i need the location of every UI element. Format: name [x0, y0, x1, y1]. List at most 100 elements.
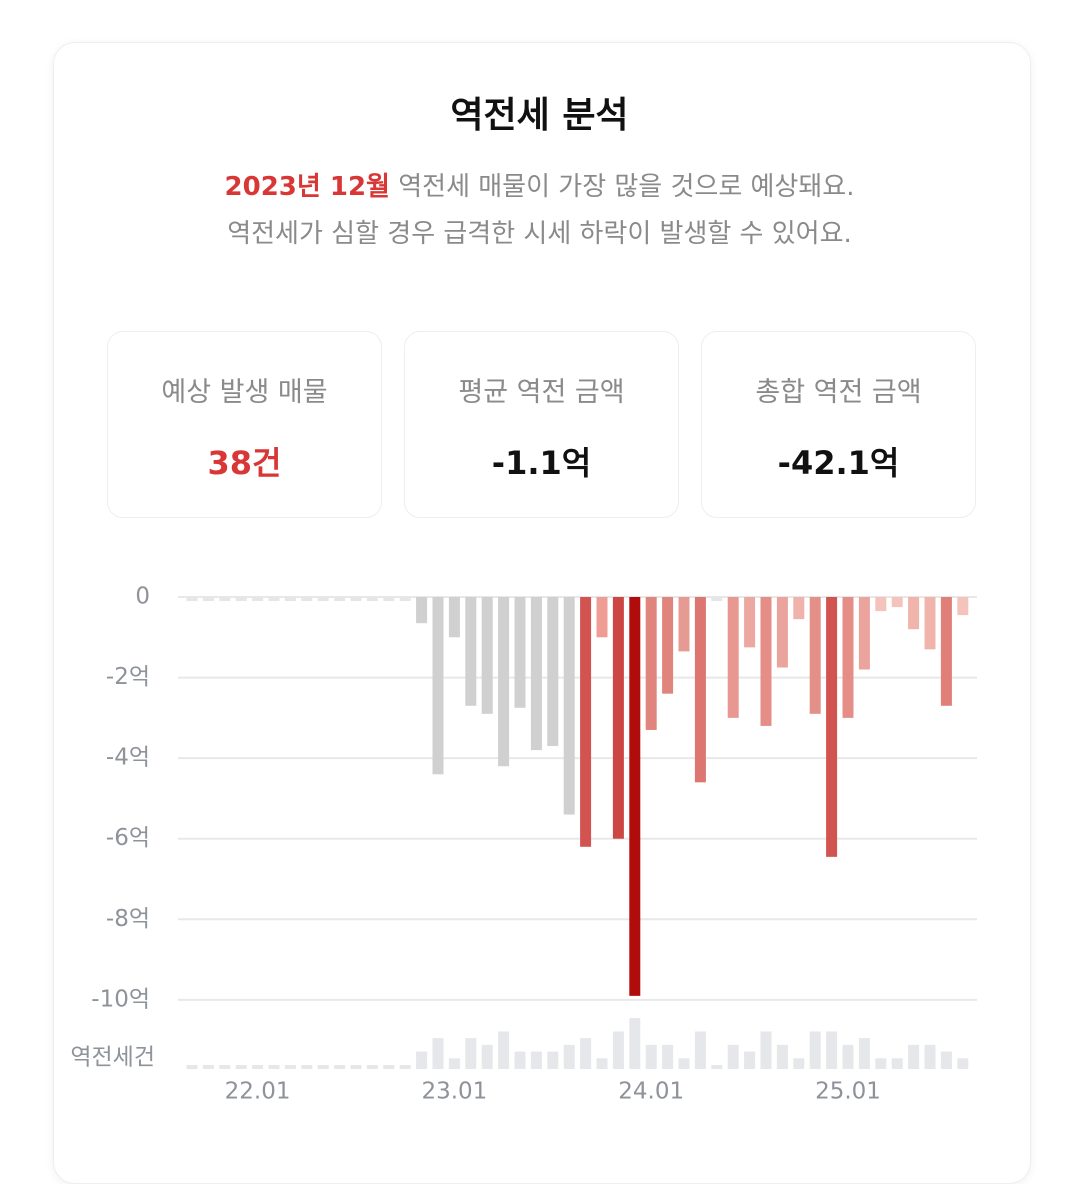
count-bar [334, 1065, 346, 1069]
count-bar [891, 1058, 903, 1069]
bar [465, 597, 477, 706]
bar [875, 597, 887, 612]
bar [432, 597, 444, 775]
count-bar [809, 1031, 821, 1069]
count-bar [744, 1051, 756, 1069]
count-bar [580, 1038, 592, 1069]
bar [530, 597, 542, 751]
subtitle-line2: 역전세가 심할 경우 급격한 시세 하락이 발생할 수 있어요. [227, 219, 852, 249]
count-bar [727, 1044, 739, 1069]
stat-label: 평균 역전 금액 [458, 377, 625, 408]
bar [334, 597, 346, 602]
y-tick-label: -4억 [106, 745, 150, 771]
x-tick-label: 23.01 [421, 1079, 487, 1105]
count-bar [317, 1065, 329, 1069]
bar [399, 597, 411, 602]
stat-value: -1.1억 [491, 444, 592, 482]
bar [711, 597, 723, 602]
count-bar [530, 1051, 542, 1069]
bar [596, 597, 608, 638]
count-bar [924, 1044, 936, 1069]
bar [957, 597, 969, 616]
count-bar [514, 1051, 526, 1069]
count-bar [662, 1044, 674, 1069]
bar [301, 597, 313, 602]
count-bar [678, 1058, 690, 1069]
bar [629, 597, 641, 996]
bar [793, 597, 805, 620]
bar [826, 597, 838, 857]
bar [908, 597, 920, 630]
count-bar [875, 1058, 887, 1069]
count-bar [219, 1065, 231, 1069]
count-bar [268, 1065, 280, 1069]
count-bar [596, 1058, 608, 1069]
bar [662, 597, 674, 694]
count-bar [776, 1044, 788, 1069]
stat-value: -42.1억 [777, 444, 900, 482]
bar [416, 597, 428, 624]
y-tick-label: 0 [135, 584, 150, 610]
count-bar [498, 1031, 510, 1069]
bar [481, 597, 493, 714]
count-bar [694, 1031, 706, 1069]
stat-box: 총합 역전 금액 -42.1억 [701, 331, 976, 518]
count-bar [711, 1065, 723, 1069]
count-bar [366, 1065, 378, 1069]
count-bar [399, 1065, 411, 1069]
count-bar [858, 1038, 870, 1069]
count-bar [629, 1018, 641, 1069]
count-bar [416, 1051, 428, 1069]
bar [727, 597, 739, 718]
bar [776, 597, 788, 668]
bar [547, 597, 559, 747]
y-tick-label: -6억 [106, 825, 150, 851]
stat-label: 예상 발생 매물 [161, 377, 328, 408]
count-bar [826, 1031, 838, 1069]
bar [744, 597, 756, 648]
counts-label: 역전세건 [70, 1045, 155, 1071]
count-bar [202, 1065, 214, 1069]
bar [891, 597, 903, 608]
page: {"title": "역전세 분석", "subtitle": {"highli… [0, 42, 1079, 1184]
bar [858, 597, 870, 670]
subtitle: 2023년 12월 역전세 매물이 가장 많을 것으로 예상돼요. [0, 166, 1079, 203]
stat-value: 38건 [207, 444, 282, 482]
bar [563, 597, 575, 815]
bar [383, 597, 395, 602]
bar [202, 597, 214, 602]
bar [219, 597, 231, 602]
count-bar [186, 1065, 198, 1069]
count-bar [793, 1058, 805, 1069]
bar [448, 597, 460, 638]
count-bar [940, 1051, 952, 1069]
bar [268, 597, 280, 602]
count-bar [563, 1044, 575, 1069]
bar [678, 597, 690, 652]
bar [317, 597, 329, 602]
count-bar [908, 1044, 920, 1069]
count-bar [350, 1065, 362, 1069]
stat-box: 예상 발생 매물 38건 [107, 331, 382, 518]
bar [366, 597, 378, 602]
title: 역전세 분석 [450, 95, 629, 136]
subtitle-text: 역전세 매물이 가장 많을 것으로 예상돼요. [389, 172, 855, 202]
x-tick-label: 25.01 [815, 1079, 881, 1105]
y-tick-label: -10억 [91, 986, 150, 1012]
count-bar [235, 1065, 247, 1069]
count-bar [301, 1065, 313, 1069]
highlight: 2023년 12월 [224, 172, 390, 202]
bar [252, 597, 264, 602]
count-bar [957, 1058, 969, 1069]
bar [498, 597, 510, 767]
bar [235, 597, 247, 602]
bar [940, 597, 952, 706]
count-bar [284, 1065, 296, 1069]
bar [842, 597, 854, 718]
bar [580, 597, 592, 847]
count-bar [645, 1044, 657, 1069]
chart: 역전세건 0 -2억 -4억 -6억 -8억 -10억 22.01 23.01 24.01 25.… [70, 584, 977, 1105]
bar [924, 597, 936, 650]
bar [284, 597, 296, 602]
bar [645, 597, 657, 730]
